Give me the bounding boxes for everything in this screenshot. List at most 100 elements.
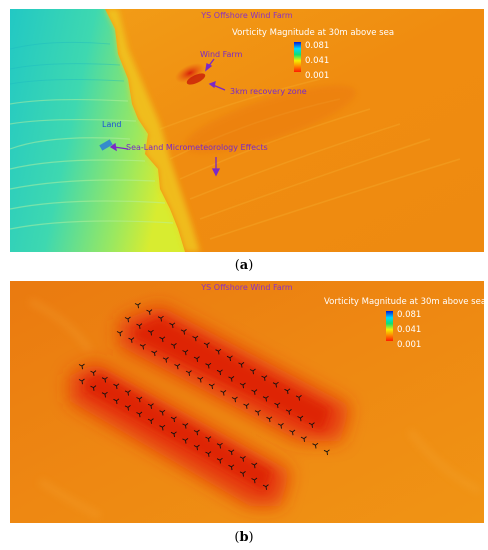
- turbine-icon: [251, 389, 258, 395]
- turbine-icon: [151, 350, 158, 357]
- turbine-icon: [182, 423, 189, 429]
- turbine-icon: [297, 415, 304, 422]
- turbine-icon: [159, 424, 166, 431]
- turbine-icon: [208, 383, 215, 390]
- turbine-icon: [185, 370, 192, 376]
- turbine-icon: [128, 337, 135, 343]
- turbine-icon: [193, 356, 200, 362]
- legend-tick-max: 0.081: [397, 310, 422, 320]
- turbine-icon: [289, 429, 296, 436]
- turbine-icon: [261, 375, 268, 381]
- turbine-icon: [136, 323, 143, 329]
- turbine-icon: [78, 378, 85, 385]
- legend-tick-min: 0.001: [305, 71, 330, 81]
- turbine-icon: [169, 322, 176, 329]
- turbine-icon: [300, 436, 307, 442]
- turbine-icon: [146, 309, 153, 315]
- turbine-array: [78, 302, 330, 490]
- sea-land-effects-label: Sea-Land Micrometeorology Effects: [126, 143, 268, 152]
- turbine-icon: [90, 385, 97, 391]
- turbine-icon: [216, 457, 223, 464]
- turbine-icon: [295, 395, 302, 401]
- turbine-icon: [266, 416, 273, 423]
- turbine-icon: [192, 335, 199, 342]
- panel-a-legend: Vorticity Magnitude at 30m above sea 0.0…: [232, 28, 432, 98]
- turbine-icon: [239, 382, 246, 389]
- turbine-icon: [308, 422, 315, 428]
- turbine-icon: [284, 388, 291, 395]
- panel-b-vorticity-map: YS Offshore Wind Farm Vorticity Magnitud…: [10, 281, 484, 523]
- turbine-icon: [228, 464, 235, 471]
- turbine-icon: [239, 456, 246, 462]
- turbine-icon: [228, 449, 235, 456]
- turbine-icon: [216, 442, 223, 449]
- turbine-icon: [124, 390, 131, 396]
- turbine-icon: [285, 409, 292, 415]
- turbine-icon: [239, 471, 246, 477]
- turbine-icon: [323, 449, 330, 456]
- legend-colorbar: [294, 42, 301, 72]
- turbine-icon: [113, 398, 120, 405]
- turbine-icon: [226, 355, 233, 362]
- turbine-icon: [249, 368, 256, 375]
- caption-b: (b): [234, 530, 254, 545]
- turbine-icon: [147, 403, 154, 409]
- turbine-icon: [124, 316, 131, 323]
- turbine-icon: [182, 438, 189, 444]
- legend-tick-mid: 0.041: [397, 325, 422, 335]
- panel-a-title: YS Offshore Wind Farm: [201, 11, 293, 20]
- turbine-icon: [238, 362, 245, 368]
- turbine-icon: [274, 402, 281, 409]
- turbine-icon: [159, 409, 166, 416]
- legend-title: Vorticity Magnitude at 30m above sea: [324, 297, 484, 307]
- turbine-icon: [101, 391, 108, 398]
- land-marker: [99, 139, 113, 151]
- turbine-icon: [147, 418, 154, 424]
- turbine-icon: [262, 484, 269, 490]
- caption-a: (a): [234, 258, 254, 273]
- turbine-icon: [113, 383, 120, 390]
- turbine-icon: [162, 357, 169, 363]
- legend-tick-mid: 0.041: [305, 56, 330, 66]
- legend-colorbar: [386, 311, 393, 341]
- turbine-icon: [147, 329, 154, 336]
- turbine-icon: [277, 423, 284, 429]
- turbine-icon: [134, 302, 141, 309]
- turbine-icon: [251, 462, 258, 469]
- panel-a-vorticity-map: YS Offshore Wind Farm Vorticity Magnitud…: [10, 9, 484, 252]
- turbine-icon: [101, 376, 108, 383]
- panel-b-field-image: [10, 281, 484, 523]
- turbine-icon: [205, 436, 212, 442]
- turbine-icon: [170, 416, 177, 423]
- turbine-icon: [231, 396, 238, 403]
- legend-tick-min: 0.001: [397, 340, 422, 350]
- turbine-icon: [205, 362, 212, 369]
- land-label: Land: [102, 120, 122, 129]
- turbine-icon: [254, 409, 261, 416]
- turbine-icon: [139, 343, 146, 350]
- turbine-icon: [193, 429, 200, 436]
- turbine-icon: [251, 477, 258, 484]
- turbine-icon: [170, 343, 177, 349]
- turbine-icon: [193, 444, 200, 451]
- turbine-icon: [157, 315, 164, 322]
- turbine-icon: [136, 411, 143, 418]
- panel-a-field-image: [10, 9, 484, 252]
- panel-b-title: YS Offshore Wind Farm: [201, 283, 293, 292]
- turbine-icon: [90, 370, 97, 376]
- turbine-icon: [136, 396, 143, 403]
- turbine-icon: [116, 330, 123, 337]
- turbine-icon: [312, 442, 319, 449]
- turbine-icon: [228, 376, 235, 382]
- recovery-zone-label: 3km recovery zone: [230, 87, 307, 96]
- turbine-icon: [159, 336, 166, 343]
- wind-farm-label: Wind Farm: [200, 50, 243, 59]
- turbine-icon: [205, 451, 212, 457]
- turbine-icon: [182, 349, 189, 356]
- turbine-icon: [197, 376, 204, 383]
- turbine-icon: [124, 405, 131, 411]
- turbine-icon: [215, 348, 222, 355]
- turbine-icon: [216, 369, 223, 376]
- turbine-icon: [180, 329, 187, 335]
- turbine-icon: [203, 342, 210, 348]
